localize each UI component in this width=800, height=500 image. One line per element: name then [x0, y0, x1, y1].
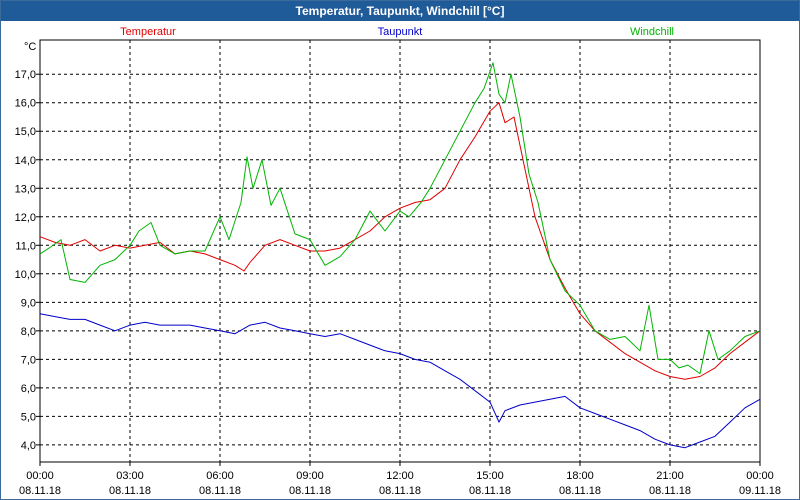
grid-lines — [40, 40, 760, 462]
y-tick-label: 16,0 — [15, 98, 36, 110]
y-tick-label: 6,0 — [21, 383, 36, 395]
series-line-temperatur — [39, 102, 761, 380]
x-tick-date: 08.11.18 — [649, 485, 691, 497]
y-axis-label: °C — [24, 41, 36, 53]
y-tick-label: 4,0 — [21, 440, 36, 452]
x-tick-time: 00:00 — [26, 470, 54, 482]
window-title: Temperatur, Taupunkt, Windchill [°C] — [1, 1, 799, 21]
y-tick-label: 10,0 — [15, 269, 36, 281]
x-tick-time: 00:00 — [746, 470, 774, 482]
y-tick-label: 13,0 — [15, 183, 36, 195]
series-line-windchill — [39, 62, 761, 375]
series-lines — [39, 62, 761, 449]
x-tick-time: 15:00 — [476, 470, 504, 482]
x-tick-time: 18:00 — [566, 470, 594, 482]
x-tick-time: 03:00 — [116, 470, 144, 482]
x-tick-date: 08.11.18 — [379, 485, 421, 497]
y-tick-label: 12,0 — [15, 212, 36, 224]
x-tick-date: 08.11.18 — [199, 485, 241, 497]
y-tick-label: 8,0 — [21, 326, 36, 338]
y-axis-ticks: 4,0 5,0 6,0 7,0 8,0 9,0 10,0 11,0 12,0 13,0 14,0 15… — [15, 69, 40, 452]
x-tick-time: 12:00 — [386, 470, 414, 482]
x-tick-time: 21:00 — [656, 470, 684, 482]
legend-temperatur: Temperatur — [120, 26, 176, 38]
y-tick-label: 5,0 — [21, 411, 36, 423]
y-tick-label: 17,0 — [15, 69, 36, 81]
y-tick-label: 15,0 — [15, 126, 36, 138]
x-tick-date: 08.11.18 — [19, 485, 61, 497]
y-tick-label: 7,0 — [21, 354, 36, 366]
x-tick-date: 08.11.18 — [289, 485, 331, 497]
x-tick-date: 08.11.18 — [559, 485, 601, 497]
legend-windchill: Windchill — [630, 26, 674, 38]
y-tick-label: 14,0 — [15, 155, 36, 167]
x-tick-time: 09:00 — [296, 470, 324, 482]
x-tick-time: 06:00 — [206, 470, 234, 482]
y-tick-label: 11,0 — [15, 240, 36, 252]
y-tick-label: 9,0 — [21, 297, 36, 309]
series-line-taupunkt — [39, 313, 761, 449]
x-tick-date: 08.11.18 — [469, 485, 511, 497]
legend-taupunkt: Taupunkt — [378, 26, 423, 38]
x-tick-date: 08.11.18 — [109, 485, 151, 497]
x-tick-date: 09.11.18 — [739, 485, 781, 497]
x-axis-ticks: 00:00 08.11.18 03:00 08.11.18 06:00 08.11.18 0… — [19, 462, 781, 497]
